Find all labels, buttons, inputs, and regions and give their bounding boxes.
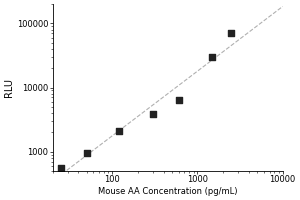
Point	[151, 113, 155, 116]
Point	[84, 151, 89, 155]
Point	[229, 32, 234, 35]
Point	[176, 98, 181, 101]
X-axis label: Mouse AA Concentration (pg/mL): Mouse AA Concentration (pg/mL)	[98, 187, 237, 196]
Point	[117, 129, 122, 133]
Point	[58, 167, 63, 170]
Y-axis label: RLU: RLU	[4, 78, 14, 97]
Point	[210, 55, 215, 59]
